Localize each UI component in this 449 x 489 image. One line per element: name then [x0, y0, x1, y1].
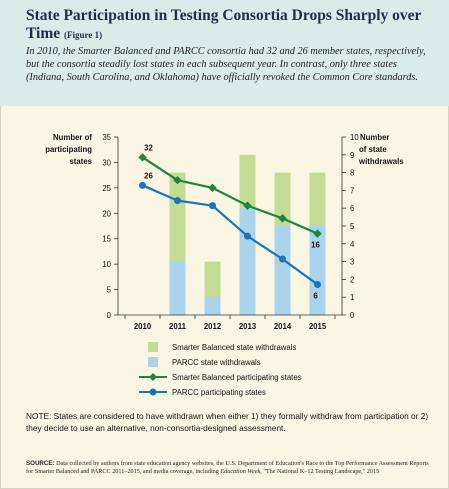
right-tick-label: 0 [350, 311, 355, 320]
right-axis-title-line: of state [359, 145, 387, 154]
right-tick-label: 9 [350, 151, 354, 160]
legend-sb-participating-swatch-marker [149, 373, 157, 381]
x-tick-label: 2010 [134, 322, 152, 331]
x-tick-label: 2013 [239, 322, 257, 331]
right-tick-label: 6 [350, 204, 354, 213]
parcc-participating-point-2014 [279, 255, 286, 263]
right-tick-label: 4 [350, 240, 355, 249]
left-tick-label: 30 [102, 158, 111, 167]
left-tick-label: 35 [102, 133, 111, 142]
sb-participating-point-2013 [243, 201, 252, 210]
sb-participating-data-label-2010: 32 [144, 143, 153, 152]
legend-sb-withdrawals-swatch [148, 342, 158, 352]
x-tick-label: 2014 [274, 322, 292, 331]
legend-sb-participating-label: Smarter Balanced participating states [172, 373, 302, 382]
left-tick-label: 25 [102, 184, 111, 193]
sb-participating-point-2014 [278, 214, 287, 223]
sb-participating-point-2010 [138, 153, 147, 162]
figure-source: SOURCE: Data collected by authors from s… [26, 460, 434, 476]
parcc-participating-point-2015 [314, 280, 321, 288]
left-tick-label: 0 [107, 311, 112, 320]
parcc-withdrawal-bar-2015 [309, 226, 326, 315]
figure-note: NOTE: States are considered to have with… [26, 411, 429, 433]
right-tick-label: 5 [350, 222, 355, 231]
x-tick-label: 2011 [169, 322, 187, 331]
figure-number: (Figure 1) [64, 30, 103, 40]
parcc-participating-line [142, 184, 319, 286]
legend-sb-withdrawals-label: Smarter Balanced state withdrawals [172, 343, 296, 352]
sb-participating-point-2011 [173, 176, 182, 185]
parcc-participating-point-2012 [209, 202, 216, 210]
left-tick-label: 15 [102, 235, 111, 244]
sb-participating-point-2012 [208, 183, 217, 193]
x-tick-label: 2015 [309, 322, 327, 331]
left-tick-label: 5 [107, 286, 112, 295]
left-tick-label: 20 [102, 209, 111, 218]
parcc-withdrawal-bar-2014 [274, 226, 291, 315]
left-axis-title-line: states [69, 157, 92, 166]
sb-participating-line [141, 156, 318, 235]
left-tick-label: 10 [102, 260, 111, 269]
parcc-participating-point-2010 [139, 181, 146, 189]
right-tick-label: 8 [350, 169, 354, 178]
x-tick-label: 2012 [204, 322, 222, 331]
right-tick-label: 10 [350, 133, 359, 142]
parcc-participating-data-label-2015: 6 [313, 291, 318, 300]
figure-title-text: State Participation in Testing Consortia… [26, 7, 422, 42]
source-label: SOURCE: [26, 460, 55, 467]
right-tick-label: 3 [350, 258, 354, 267]
figure-title: State Participation in Testing Consortia… [26, 7, 426, 44]
legend-parcc-participating-swatch-marker [149, 388, 157, 396]
figure-header: State Participation in Testing Consortia… [0, 0, 449, 106]
legend-parcc-withdrawals-label: PARCC state withdrawals [172, 358, 261, 367]
right-tick-label: 7 [350, 186, 354, 195]
parcc-participating-point-2011 [174, 197, 181, 205]
legend-parcc-withdrawals-swatch [148, 357, 158, 367]
parcc-participating-data-label-2010: 26 [144, 171, 153, 180]
parcc-withdrawal-bar-2011 [169, 261, 186, 315]
parcc-withdrawal-bar-2012 [204, 297, 221, 315]
source-text-1: Data collected by authors from state edu… [26, 460, 429, 475]
figure-subtitle: In 2010, the Smarter Balanced and PARCC … [26, 46, 426, 83]
left-axis-title-line: Number of [53, 133, 92, 142]
legend-parcc-participating-label: PARCC participating states [172, 388, 266, 397]
parcc-withdrawal-bar-2013 [239, 208, 256, 315]
source-text-2: , "The National K–12 Testing Landscape,"… [260, 468, 380, 475]
left-axis-title-line: participating [45, 145, 92, 154]
right-tick-label: 1 [350, 293, 354, 302]
right-axis-title-line: Number [360, 133, 389, 142]
right-tick-label: 2 [350, 275, 354, 284]
parcc-participating-point-2013 [244, 232, 251, 240]
right-axis-title-line: withdrawals [358, 157, 404, 166]
source-publication: Education Week [220, 468, 261, 475]
combo-chart: 0 5 10 15 20 25 30 35 0 1 2 3 4 5 6 7 8 9 10 2010 2011 2012 20… [45, 133, 404, 397]
sb-participating-data-label-2015: 16 [311, 241, 320, 250]
